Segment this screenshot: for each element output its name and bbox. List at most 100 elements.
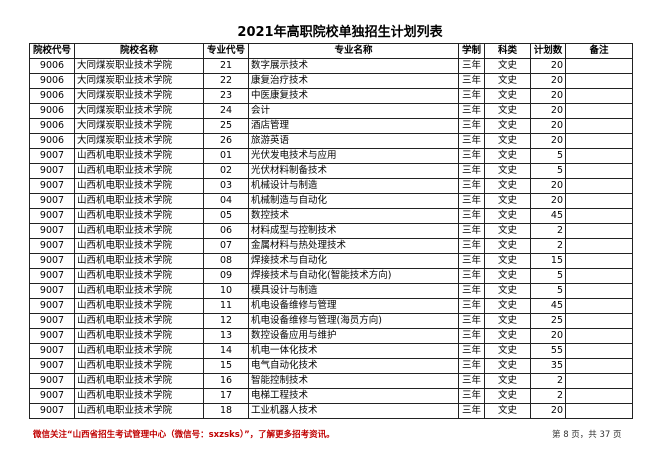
table-cell <box>565 328 633 344</box>
table-cell: 5 <box>530 148 566 164</box>
column-header: 学制 <box>458 43 485 59</box>
table-cell: 9007 <box>29 298 75 314</box>
table-cell <box>565 178 633 194</box>
table-cell: 文史 <box>484 193 531 209</box>
table-cell: 45 <box>530 208 566 224</box>
table-cell <box>565 373 633 389</box>
table-cell: 文史 <box>484 373 531 389</box>
table-row: 9007 山西机电职业技术学院 15 电气自动化技术 三年 文史 35 <box>29 358 633 374</box>
table-cell <box>565 343 633 359</box>
table-cell: 9006 <box>29 133 75 149</box>
table-cell: 三年 <box>458 178 485 194</box>
table-row: 9007 山西机电职业技术学院 03 机械设计与制造 三年 文史 20 <box>29 178 633 194</box>
table-cell: 23 <box>203 88 249 104</box>
table-cell: 04 <box>203 193 249 209</box>
table-cell: 三年 <box>458 73 485 89</box>
table-row: 9007 山西机电职业技术学院 05 数控技术 三年 文史 45 <box>29 208 633 224</box>
table-cell: 20 <box>530 88 566 104</box>
table-cell: 大同煤炭职业技术学院 <box>74 133 204 149</box>
table-cell: 机械制造与自动化 <box>248 193 459 209</box>
column-header: 科类 <box>484 43 531 59</box>
table-cell: 9007 <box>29 403 75 419</box>
table-header-row: 院校代号 院校名称 专业代号 专业名称 学制 科类 计划数 备注 <box>29 43 633 59</box>
table-cell <box>565 193 633 209</box>
table-cell: 9007 <box>29 178 75 194</box>
table-cell <box>565 283 633 299</box>
table-cell: 三年 <box>458 373 485 389</box>
table-cell: 9006 <box>29 118 75 134</box>
table-cell: 光伏发电技术与应用 <box>248 148 459 164</box>
table-cell: 5 <box>530 163 566 179</box>
table-row: 9007 山西机电职业技术学院 12 机电设备维修与管理(海员方向) 三年 文史 25 <box>29 313 633 329</box>
table-cell: 三年 <box>458 88 485 104</box>
table-cell: 机电一体化技术 <box>248 343 459 359</box>
table-cell: 9007 <box>29 163 75 179</box>
table-cell <box>565 238 633 254</box>
table-cell: 三年 <box>458 253 485 269</box>
table-cell: 智能控制技术 <box>248 373 459 389</box>
table-cell: 三年 <box>458 58 485 74</box>
table-cell: 文史 <box>484 208 531 224</box>
table-cell: 文史 <box>484 343 531 359</box>
table-cell: 20 <box>530 58 566 74</box>
table-cell: 材料成型与控制技术 <box>248 223 459 239</box>
table-cell: 山西机电职业技术学院 <box>74 373 204 389</box>
table-cell <box>565 148 633 164</box>
table-cell: 9006 <box>29 58 75 74</box>
table-cell: 20 <box>530 73 566 89</box>
table-cell: 文史 <box>484 133 531 149</box>
table-cell: 文史 <box>484 298 531 314</box>
table-cell: 山西机电职业技术学院 <box>74 298 204 314</box>
table-cell: 20 <box>530 133 566 149</box>
table-cell: 焊接技术与自动化(智能技术方向) <box>248 268 459 284</box>
table-cell: 15 <box>530 253 566 269</box>
table-row: 9007 山西机电职业技术学院 09 焊接技术与自动化(智能技术方向) 三年 文史 5 <box>29 268 633 284</box>
table-cell <box>565 403 633 419</box>
table-cell: 9007 <box>29 313 75 329</box>
table-cell: 文史 <box>484 328 531 344</box>
column-header: 专业名称 <box>248 43 459 59</box>
table-cell: 9007 <box>29 238 75 254</box>
table-cell: 文史 <box>484 103 531 119</box>
table-cell <box>565 223 633 239</box>
table-row: 9007 山西机电职业技术学院 18 工业机器人技术 三年 文史 20 <box>29 403 633 419</box>
table-cell: 文史 <box>484 163 531 179</box>
table-cell: 文史 <box>484 73 531 89</box>
table-cell <box>565 268 633 284</box>
table-cell: 三年 <box>458 223 485 239</box>
table-cell: 模具设计与制造 <box>248 283 459 299</box>
table-cell: 焊接技术与自动化 <box>248 253 459 269</box>
table-cell: 山西机电职业技术学院 <box>74 193 204 209</box>
table-cell <box>565 253 633 269</box>
table-row: 9007 山西机电职业技术学院 01 光伏发电技术与应用 三年 文史 5 <box>29 148 633 164</box>
table-cell: 25 <box>530 313 566 329</box>
table-cell: 文史 <box>484 313 531 329</box>
table-cell <box>565 118 633 134</box>
table-cell: 2 <box>530 388 566 404</box>
table-cell: 文史 <box>484 403 531 419</box>
table-cell: 文史 <box>484 388 531 404</box>
table-cell: 文史 <box>484 148 531 164</box>
table-cell: 20 <box>530 178 566 194</box>
enrollment-plan-table: 院校代号 院校名称 专业代号 专业名称 学制 科类 计划数 备注 9006 大同煤炭职业技术学院… <box>29 43 633 419</box>
table-row: 9007 山西机电职业技术学院 06 材料成型与控制技术 三年 文史 2 <box>29 223 633 239</box>
table-cell: 山西机电职业技术学院 <box>74 208 204 224</box>
table-cell: 文史 <box>484 283 531 299</box>
table-cell: 9007 <box>29 373 75 389</box>
table-cell: 大同煤炭职业技术学院 <box>74 103 204 119</box>
table-row: 9007 山西机电职业技术学院 16 智能控制技术 三年 文史 2 <box>29 373 633 389</box>
table-row: 9006 大同煤炭职业技术学院 26 旅游英语 三年 文史 20 <box>29 133 633 149</box>
table-cell <box>565 388 633 404</box>
table-cell <box>565 313 633 329</box>
table-cell: 山西机电职业技术学院 <box>74 253 204 269</box>
table-row: 9007 山西机电职业技术学院 13 数控设备应用与维护 三年 文史 20 <box>29 328 633 344</box>
table-cell <box>565 358 633 374</box>
table-cell: 22 <box>203 73 249 89</box>
column-header: 院校名称 <box>74 43 204 59</box>
table-cell: 山西机电职业技术学院 <box>74 283 204 299</box>
table-cell: 文史 <box>484 253 531 269</box>
table-cell: 工业机器人技术 <box>248 403 459 419</box>
footer-notice: 微信关注“山西省招生考试管理中心（微信号：sxzsks）”，了解更多招考资讯。 <box>33 430 335 440</box>
table-cell: 三年 <box>458 328 485 344</box>
table-cell: 三年 <box>458 163 485 179</box>
